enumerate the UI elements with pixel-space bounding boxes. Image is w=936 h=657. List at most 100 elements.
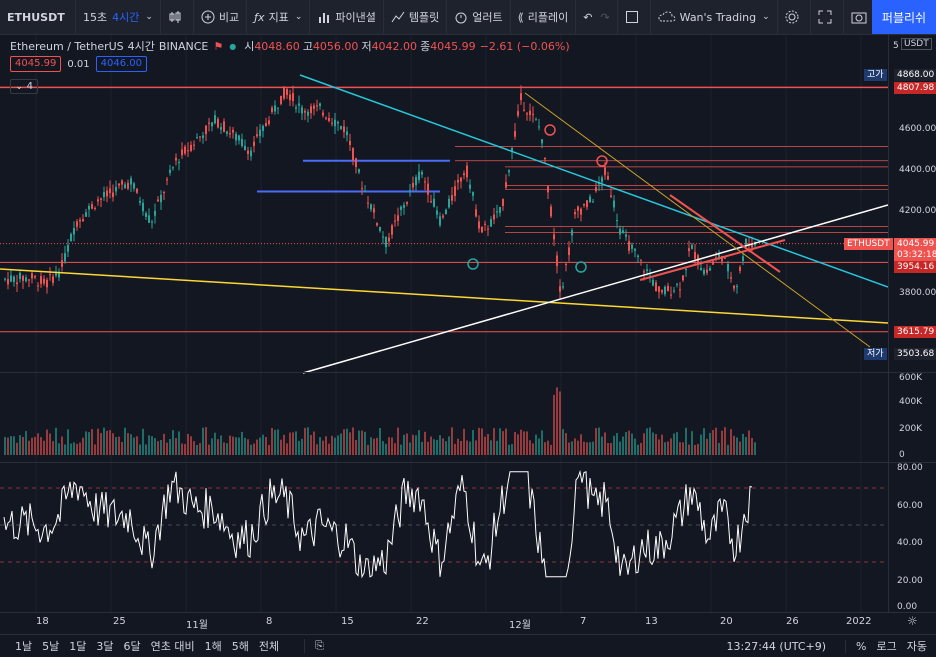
- compare-button[interactable]: 비교: [194, 0, 248, 34]
- volume-bar: [391, 437, 393, 455]
- volume-bar: [226, 443, 228, 455]
- volume-bar: [550, 444, 552, 455]
- price-axis[interactable]: 5 USDT 4600.00 4400.00 4200.00 3800.00 6…: [888, 35, 936, 613]
- volume-bar: [142, 428, 144, 455]
- indicators-button[interactable]: ƒx 지표 ⌄: [247, 0, 311, 34]
- candle-body: [310, 106, 312, 114]
- settings-button[interactable]: [776, 0, 811, 34]
- pane-separator[interactable]: [0, 372, 936, 373]
- publish-button[interactable]: 퍼블리쉬: [872, 0, 936, 34]
- goto-date-icon[interactable]: ⎘: [304, 639, 329, 653]
- candle-body: [727, 263, 729, 272]
- range-5y[interactable]: 5해: [231, 640, 249, 653]
- last-price-tag: 4045.99: [894, 238, 936, 250]
- volume-bar: [619, 441, 621, 455]
- indicators-collapse-button[interactable]: ⌄ 4: [10, 79, 38, 94]
- volume-bar: [211, 438, 213, 455]
- volume-bar: [604, 432, 606, 455]
- indicators-label: 지표: [268, 11, 289, 24]
- candle-body: [265, 123, 267, 127]
- layout-button[interactable]: Wan's Trading ⌄: [651, 0, 777, 34]
- volume-bar: [637, 444, 639, 455]
- high-label-tag: 고가: [864, 69, 887, 81]
- undo-icon[interactable]: ↶: [583, 10, 593, 24]
- currency-label[interactable]: USDT: [901, 38, 932, 50]
- volume-bar: [67, 429, 69, 455]
- candle-body: [376, 223, 378, 226]
- auto-toggle[interactable]: 자동: [906, 640, 927, 653]
- range-5d[interactable]: 5날: [42, 640, 60, 653]
- date-tick: 8: [266, 616, 273, 627]
- range-1m[interactable]: 1달: [69, 640, 87, 653]
- volume-bar: [484, 436, 486, 455]
- pane-separator[interactable]: [0, 462, 936, 463]
- range-6m[interactable]: 6달: [123, 640, 141, 653]
- volume-bar: [601, 436, 603, 455]
- spread-value: 0.01: [67, 58, 90, 70]
- candle-body: [55, 271, 57, 276]
- clock-label[interactable]: 13:27:44 (UTC+9): [726, 639, 827, 653]
- volume-bar: [355, 439, 357, 455]
- volume-bar: [580, 434, 582, 455]
- chart-type-button[interactable]: [161, 0, 194, 34]
- candle-body: [724, 257, 726, 259]
- chevron-down-icon: ⌄: [762, 12, 770, 22]
- range-3m[interactable]: 3달: [96, 640, 114, 653]
- candle-body: [247, 150, 249, 155]
- candle-body: [208, 122, 210, 124]
- percent-toggle[interactable]: %: [845, 639, 871, 653]
- candle-body: [79, 219, 81, 222]
- fullscreen-button[interactable]: [811, 0, 844, 34]
- interval-button[interactable]: 15초 4시간 ⌄: [76, 0, 161, 34]
- sell-price[interactable]: 4045.99: [10, 56, 62, 72]
- candle-body: [346, 131, 348, 136]
- volume-tick: 400K: [899, 397, 923, 407]
- symbol-search-button[interactable]: ETHUSDT: [0, 0, 76, 34]
- volume-bar: [235, 437, 237, 455]
- replay-button[interactable]: ⟪ 리플레이: [511, 0, 577, 34]
- candle-body: [301, 107, 303, 114]
- candle-body: [202, 135, 204, 139]
- range-1y[interactable]: 1해: [204, 640, 222, 653]
- volume-bar: [694, 444, 696, 455]
- volume-tick: 200K: [899, 424, 923, 434]
- buy-price[interactable]: 4046.00: [95, 56, 147, 72]
- fx-icon: ƒx: [254, 10, 265, 24]
- candle-body: [511, 147, 513, 152]
- volume-bar: [625, 432, 627, 455]
- volume-bar: [481, 428, 483, 455]
- redo-icon[interactable]: ↷: [600, 10, 610, 24]
- settings-icon[interactable]: ☼: [907, 614, 918, 628]
- candle-body: [76, 221, 78, 227]
- level-tag-mid: 3954.16: [894, 261, 936, 273]
- range-ytd[interactable]: 연초 대비: [150, 640, 195, 653]
- candle-body: [745, 238, 747, 246]
- volume-bar: [367, 444, 369, 455]
- candle-body: [439, 216, 441, 226]
- flag-icon[interactable]: ⚑: [213, 39, 224, 53]
- candle-body: [430, 201, 432, 203]
- log-toggle[interactable]: 로그: [876, 640, 897, 653]
- volume-bar: [706, 438, 708, 455]
- candle-body: [112, 192, 114, 198]
- candle-body: [592, 201, 594, 203]
- range-all[interactable]: 전체: [258, 640, 280, 653]
- chart-canvas[interactable]: [0, 35, 888, 613]
- high-value-tag: 4868.00: [894, 69, 936, 81]
- alert-button[interactable]: 얼러트: [447, 0, 511, 34]
- candle-body: [34, 276, 36, 278]
- candle-body: [502, 198, 504, 206]
- volume-bar: [232, 436, 234, 455]
- fullscreen-select-button[interactable]: [618, 0, 651, 34]
- candle-body: [682, 275, 684, 281]
- candles-icon: [169, 11, 181, 23]
- undo-redo-group: ↶ ↷: [576, 0, 618, 34]
- range-1d[interactable]: 1날: [15, 640, 33, 653]
- legend-exchange: BINANCE: [158, 39, 209, 53]
- volume-bar: [649, 427, 651, 455]
- candle-body: [487, 228, 489, 230]
- volume-bar: [82, 437, 84, 455]
- candle-body: [538, 126, 540, 128]
- financials-button[interactable]: 파이낸셜: [310, 0, 384, 34]
- templates-button[interactable]: 템플릿: [384, 0, 448, 34]
